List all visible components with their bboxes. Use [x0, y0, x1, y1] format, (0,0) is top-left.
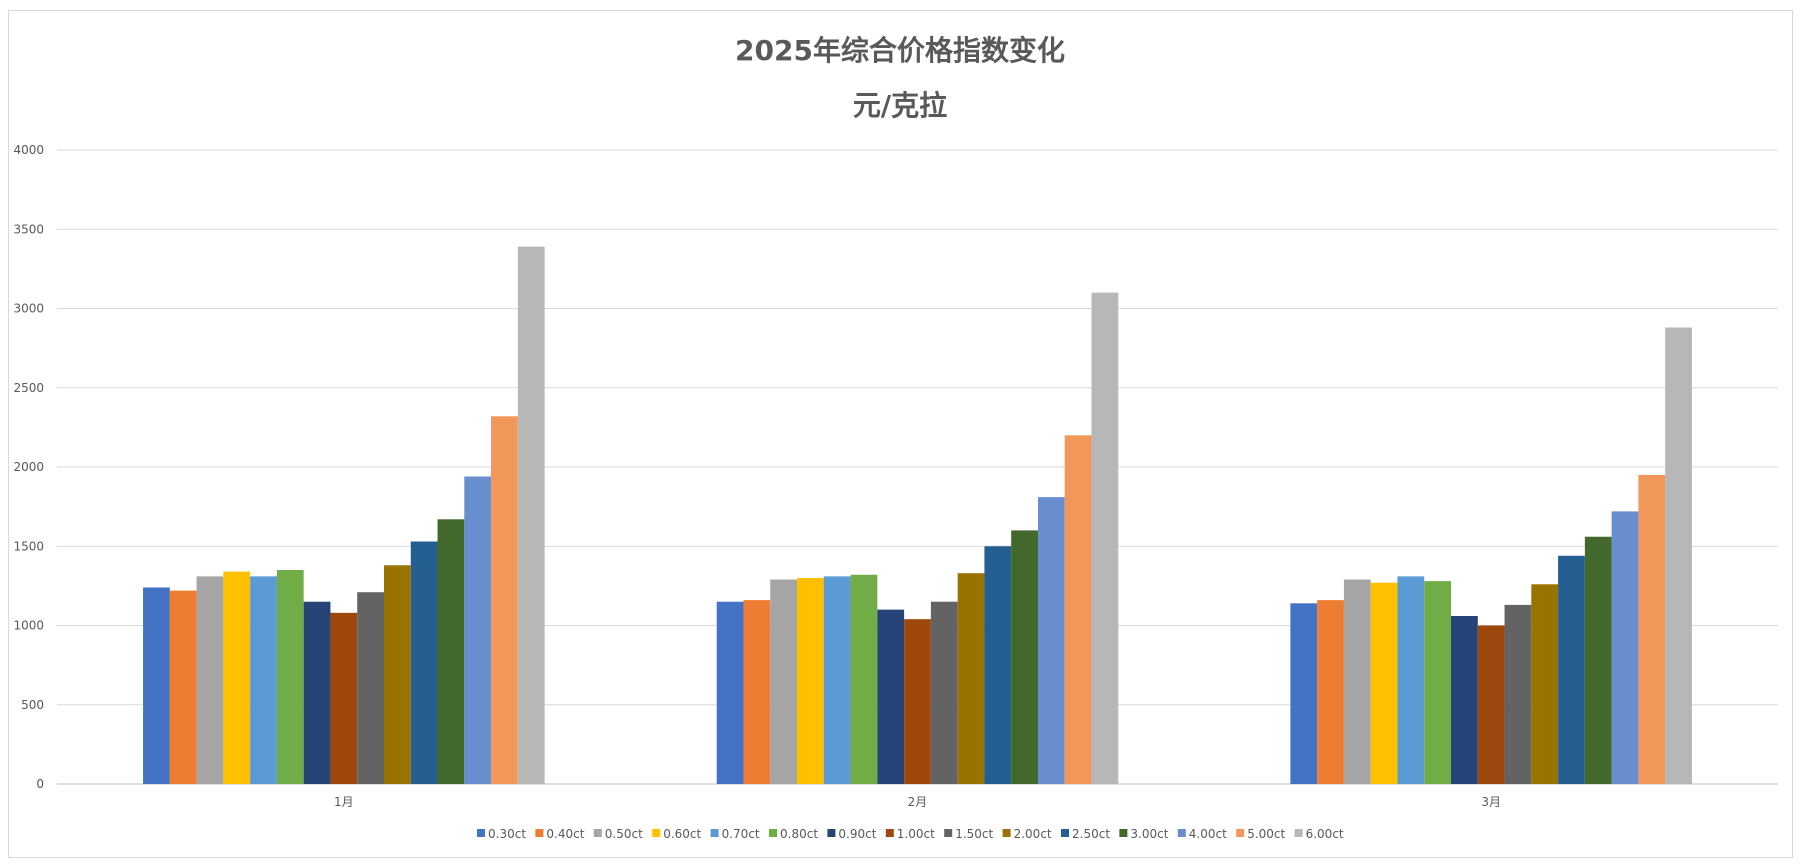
legend-label: 5.00ct — [1247, 827, 1285, 841]
bar — [383, 565, 411, 784]
bar — [1504, 604, 1532, 784]
legend-label: 2.00ct — [1014, 827, 1052, 841]
bar — [276, 570, 304, 784]
legend-label: 0.50ct — [605, 827, 643, 841]
legend-label: 0.80ct — [780, 827, 818, 841]
bar — [770, 579, 798, 784]
legend-swatch — [944, 829, 953, 837]
legend-label: 6.00ct — [1306, 827, 1344, 841]
chart-title: 2025年综合价格指数变化 — [735, 34, 1065, 67]
bar — [517, 246, 545, 784]
legend-swatch — [1294, 829, 1303, 837]
bar — [1370, 582, 1398, 784]
bar — [743, 600, 771, 784]
bar — [877, 609, 905, 784]
bar — [1451, 615, 1478, 784]
bar — [957, 573, 985, 784]
bar — [196, 576, 224, 784]
x-tick-label: 3月 — [1481, 795, 1501, 809]
y-tick-label: 2500 — [13, 381, 44, 395]
bar — [1397, 576, 1425, 784]
bar — [1037, 497, 1065, 784]
bar — [143, 587, 170, 784]
bar — [1531, 584, 1559, 784]
bar — [357, 592, 384, 784]
legend-label: 0.60ct — [663, 827, 701, 841]
y-tick-label: 3000 — [13, 302, 44, 316]
chart-subtitle: 元/克拉 — [853, 89, 947, 122]
legend-swatch — [1236, 829, 1245, 837]
legend-label: 0.40ct — [546, 827, 584, 841]
bar — [1317, 600, 1344, 784]
bar — [437, 519, 465, 784]
legend-label: 1.50ct — [955, 827, 993, 841]
bar — [1424, 581, 1452, 784]
bar — [904, 619, 931, 784]
bar — [1584, 536, 1612, 784]
bar — [464, 476, 492, 784]
legend: 0.30ct 0.40ct 0.50ct 0.60ct 0.70ct 0.80ct 0.90… — [477, 827, 1344, 841]
x-tick-label: 1月 — [334, 795, 354, 809]
bar — [1091, 292, 1119, 784]
bar — [250, 576, 277, 784]
bar — [303, 601, 331, 784]
legend-label: 2.50ct — [1072, 827, 1110, 841]
legend-swatch — [1119, 829, 1128, 837]
legend-swatch — [1002, 829, 1011, 837]
bar — [1343, 579, 1371, 784]
bar — [491, 416, 518, 784]
legend-label: 0.90ct — [838, 827, 876, 841]
legend-swatch — [593, 829, 602, 837]
y-tick-label: 3500 — [13, 222, 44, 236]
legend-swatch — [535, 829, 544, 837]
bar — [330, 612, 358, 784]
legend-swatch — [827, 829, 836, 837]
y-tick-label: 2000 — [13, 460, 44, 474]
y-axis-ticks: 0 500 1000 1500 2000 2500 3000 3500 4000 — [13, 143, 44, 791]
bars — [143, 246, 1692, 784]
bar — [1611, 511, 1639, 784]
legend-label: 4.00ct — [1189, 827, 1227, 841]
legend-swatch — [885, 829, 894, 837]
bar — [797, 577, 824, 784]
y-tick-label: 500 — [21, 698, 44, 712]
legend-label: 0.30ct — [488, 827, 526, 841]
bar — [1638, 474, 1666, 784]
bar — [823, 576, 851, 784]
x-axis-ticks: 1月 2月 3月 — [334, 795, 1501, 809]
legend-swatch — [1061, 829, 1069, 837]
bar — [984, 546, 1012, 784]
x-tick-label: 2月 — [908, 795, 928, 809]
y-tick-label: 1000 — [13, 619, 44, 633]
legend-swatch — [652, 829, 661, 837]
y-tick-label: 4000 — [13, 143, 44, 157]
bar — [1064, 435, 1092, 784]
y-tick-label: 1500 — [13, 539, 44, 553]
legend-label: 3.00ct — [1130, 827, 1168, 841]
legend-swatch — [710, 829, 719, 837]
bar — [850, 574, 878, 784]
bar — [1290, 603, 1318, 784]
legend-swatch — [1177, 829, 1186, 837]
y-tick-label: 0 — [36, 777, 44, 791]
legend-label: 1.00ct — [897, 827, 935, 841]
bar — [1665, 327, 1692, 784]
bar — [930, 601, 958, 784]
legend-swatch — [769, 829, 777, 837]
bar — [1011, 530, 1038, 784]
bar — [223, 571, 251, 784]
legend-swatch — [477, 829, 485, 837]
bar — [1558, 555, 1585, 784]
bar — [410, 541, 438, 784]
bar — [716, 601, 744, 784]
bar — [1477, 625, 1505, 784]
legend-label: 0.70ct — [722, 827, 760, 841]
bar — [169, 590, 197, 784]
